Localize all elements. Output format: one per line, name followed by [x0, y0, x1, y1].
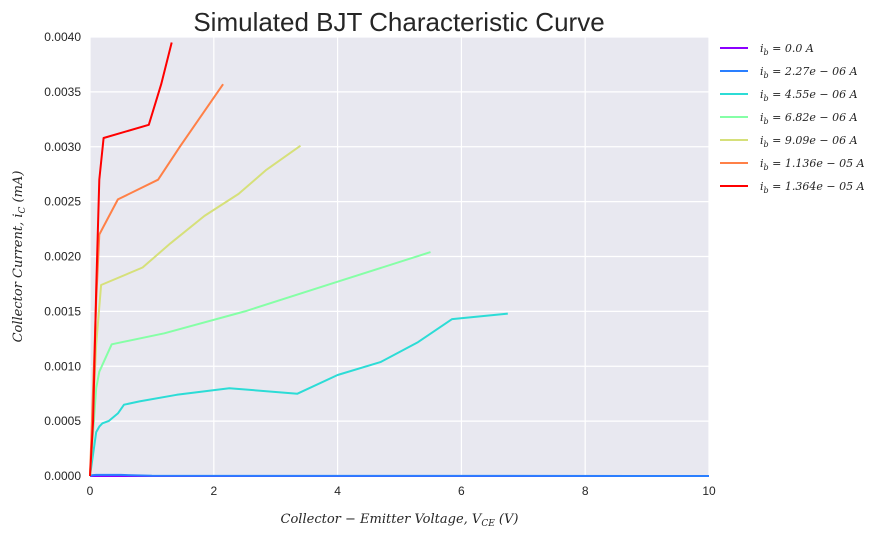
y-axis-label-unit: (mA) [11, 171, 26, 207]
legend: ib = 0.0 A ib = 2.27e − 06 A ib = 4.55e − … [720, 42, 865, 195]
x-axis-label-main: Collector − Emitter Voltage, V [281, 512, 483, 527]
legend-label: ib = 0.0 A [760, 42, 814, 57]
x-tick-label: 4 [334, 484, 341, 498]
x-tick-label: 8 [582, 484, 589, 498]
x-axis-label-unit: (V) [495, 512, 519, 527]
y-tick-label: 0.0035 [44, 85, 81, 99]
series-lines [89, 42, 710, 477]
y-tick-label: 0.0000 [44, 469, 81, 483]
y-axis-label-main: Collector Current, i [11, 213, 26, 342]
x-tick-labels: 0 2 4 6 8 10 [87, 484, 716, 498]
legend-label: ib = 6.82e − 06 A [760, 111, 858, 126]
y-tick-label: 0.0015 [44, 304, 81, 318]
y-axis-label: Collector Current, iC (mA) [11, 171, 28, 343]
x-tick-label: 6 [458, 484, 465, 498]
series-line-2 [89, 312, 508, 477]
y-tick-label: 0.0030 [44, 140, 81, 154]
legend-label: ib = 9.09e − 06 A [760, 134, 858, 149]
legend-label: ib = 1.136e − 05 A [760, 157, 865, 172]
y-tick-label: 0.0020 [44, 250, 81, 264]
grid-lines [89, 36, 710, 477]
x-tick-label: 10 [702, 484, 716, 498]
y-tick-labels: 0.0000 0.0005 0.0010 0.0015 0.0020 0.0025 0.00… [44, 30, 81, 483]
series-line-6 [89, 42, 173, 477]
chart-title: Simulated BJT Characteristic Curve [193, 7, 604, 37]
x-tick-label: 0 [87, 484, 94, 498]
y-tick-label: 0.0005 [44, 414, 81, 428]
y-axis-label-sub: C [18, 206, 28, 213]
x-tick-label: 2 [210, 484, 217, 498]
legend-label: ib = 1.364e − 05 A [760, 180, 865, 195]
x-axis-label: Collector − Emitter Voltage, VCE (V) [281, 512, 519, 529]
legend-label: ib = 2.27e − 06 A [760, 65, 858, 80]
y-tick-label: 0.0040 [44, 30, 81, 44]
series-line-1 [89, 473, 710, 477]
y-tick-label: 0.0025 [44, 195, 81, 209]
legend-label: ib = 4.55e − 06 A [760, 88, 858, 103]
x-axis-label-sub: CE [481, 519, 495, 529]
y-tick-label: 0.0010 [44, 359, 81, 373]
